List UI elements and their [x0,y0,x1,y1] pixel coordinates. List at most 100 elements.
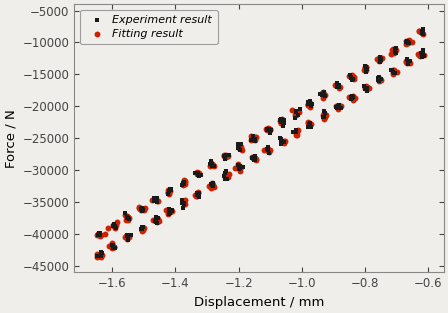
Experiment result [208,182,215,187]
Fitting result [265,125,272,130]
Fitting result [180,201,187,206]
Experiment result [178,200,185,205]
Fitting result [306,120,313,125]
Experiment result [404,39,411,44]
Fitting result [165,191,172,196]
Fitting result [307,104,314,109]
Fitting result [123,234,130,239]
Fitting result [363,65,370,70]
Experiment result [404,60,411,65]
Fitting result [333,103,340,108]
Experiment result [292,108,299,113]
Fitting result [136,207,143,212]
Experiment result [391,70,398,75]
Fitting result [293,133,300,138]
Experiment result [321,109,328,114]
Experiment result [98,254,105,259]
Experiment result [418,31,425,36]
Fitting result [289,108,296,113]
Fitting result [282,139,289,144]
Fitting result [364,85,371,90]
Fitting result [181,178,188,183]
Experiment result [248,138,255,143]
Fitting result [392,48,400,53]
Fitting result [335,85,342,90]
Experiment result [206,161,213,166]
Experiment result [123,234,130,239]
Experiment result [336,103,343,108]
Fitting result [164,210,172,215]
Fitting result [306,121,313,126]
Fitting result [306,103,313,108]
Fitting result [416,29,423,34]
Fitting result [209,162,216,167]
Experiment result [266,151,273,156]
Fitting result [209,183,216,188]
Fitting result [207,161,215,166]
Fitting result [362,65,369,70]
Fitting result [111,244,118,249]
Experiment result [334,82,341,87]
Fitting result [376,58,383,63]
Experiment result [362,64,370,69]
Experiment result [363,88,370,93]
Fitting result [305,103,312,108]
Experiment result [375,74,383,80]
Experiment result [307,124,314,129]
Fitting result [164,212,172,217]
Fitting result [349,97,356,102]
Fitting result [402,42,409,47]
Fitting result [277,121,284,126]
Fitting result [194,171,201,176]
Experiment result [267,127,275,132]
Fitting result [389,49,396,54]
Fitting result [292,130,299,135]
Fitting result [364,86,371,91]
Experiment result [151,196,158,201]
Fitting result [221,172,228,177]
Experiment result [124,232,131,237]
Experiment result [307,98,314,103]
Experiment result [225,153,232,158]
Fitting result [264,127,271,132]
Fitting result [140,225,147,230]
Fitting result [251,135,258,140]
Fitting result [207,163,214,168]
Experiment result [292,108,299,113]
Fitting result [293,132,300,137]
Fitting result [222,173,229,178]
Fitting result [123,213,130,218]
Fitting result [361,65,368,70]
Fitting result [93,232,100,237]
Experiment result [109,244,116,249]
Experiment result [263,147,271,152]
Fitting result [94,232,101,237]
Fitting result [121,213,129,218]
Experiment result [305,102,312,107]
Fitting result [181,201,189,206]
Fitting result [351,76,358,81]
Experiment result [405,59,412,64]
Fitting result [352,96,359,101]
Experiment result [195,190,202,195]
Fitting result [180,183,187,188]
Experiment result [322,110,329,115]
Fitting result [294,110,301,115]
Fitting result [193,193,200,198]
Experiment result [403,57,410,62]
Fitting result [236,164,243,169]
Experiment result [297,107,304,112]
Experiment result [155,216,162,221]
Fitting result [251,137,258,142]
Experiment result [125,234,132,239]
Experiment result [109,245,116,250]
Fitting result [376,78,383,83]
Experiment result [418,54,426,59]
Experiment result [96,233,103,238]
Experiment result [348,95,355,100]
Experiment result [195,194,202,199]
Fitting result [348,73,355,78]
Experiment result [138,207,145,212]
Fitting result [280,140,288,145]
Fitting result [152,218,159,223]
